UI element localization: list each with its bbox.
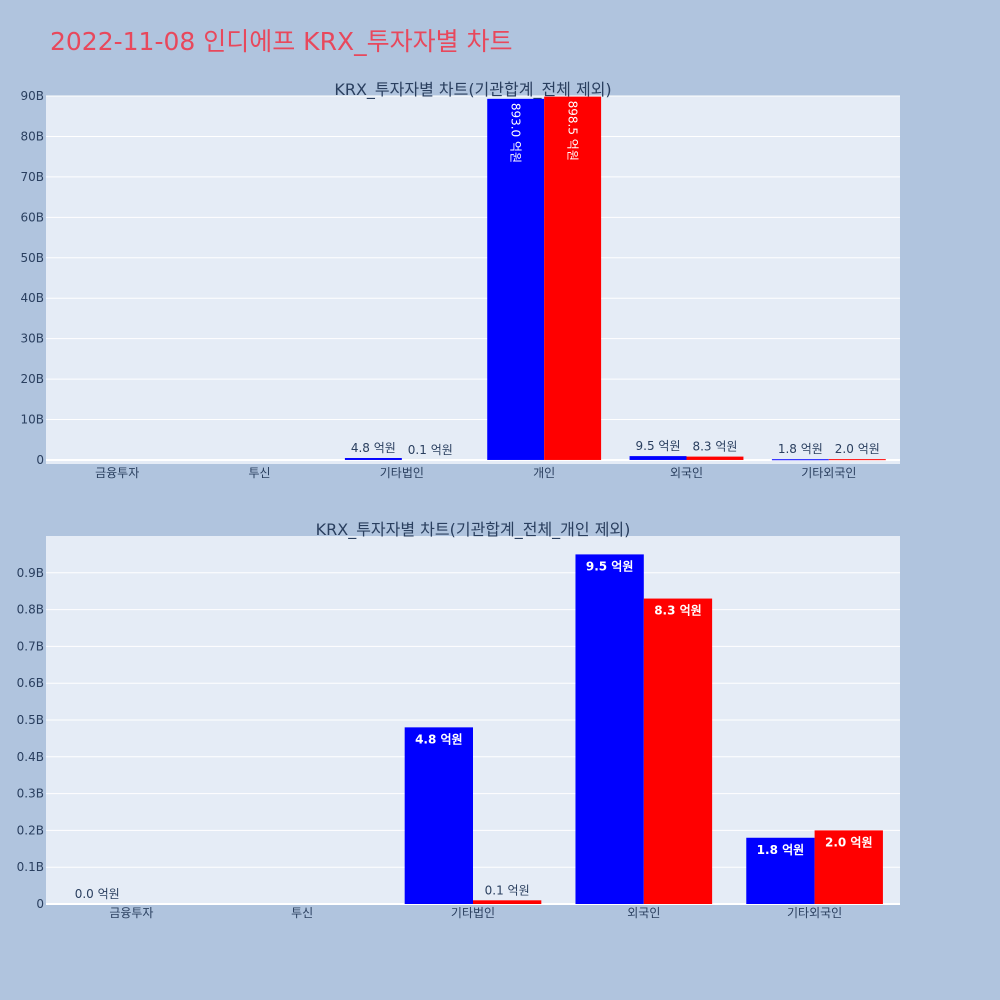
data-label: 8.3 억원 [654, 604, 702, 618]
y-tick-label: 30B [20, 332, 44, 346]
y-tick-label: 0.2B [17, 823, 44, 837]
data-label: 893.0 억원 [509, 103, 523, 163]
x-tick-label: 개인 [533, 466, 555, 480]
data-label: 8.3 억원 [692, 440, 737, 454]
x-tick-label: 금융투자 [95, 466, 139, 480]
x-tick-label: 투신 [248, 466, 270, 480]
y-tick-label: 0 [36, 453, 44, 467]
data-label: 4.8 억원 [415, 732, 463, 746]
data-label: 1.8 억원 [778, 442, 823, 456]
bar [473, 900, 542, 904]
y-tick-label: 0.1B [17, 860, 44, 874]
page-title: 2022-11-08 인디에프 KRX_투자자별 차트 [50, 27, 513, 56]
plot-area [46, 96, 900, 464]
y-tick-label: 70B [20, 170, 44, 184]
bar [643, 598, 713, 904]
x-tick-label: 기타외국인 [787, 906, 842, 920]
bar [746, 837, 815, 904]
data-label: 9.5 억원 [636, 439, 681, 453]
x-tick-label: 금융투자 [109, 906, 153, 920]
y-tick-label: 0.7B [17, 639, 44, 653]
bar [544, 96, 602, 460]
bar [814, 830, 883, 904]
y-tick-label: 60B [20, 210, 44, 224]
bar [404, 727, 473, 904]
x-tick-label: 외국인 [670, 466, 703, 480]
y-tick-label: 90B [20, 89, 44, 103]
data-label: 2.0 억원 [835, 442, 880, 456]
data-label: 4.8 억원 [351, 441, 396, 455]
y-tick-label: 0.8B [17, 603, 44, 617]
data-label: 0.1 억원 [408, 443, 453, 457]
x-tick-label: 투신 [291, 906, 313, 920]
bar [686, 456, 744, 460]
data-label: 2.0 억원 [825, 835, 873, 849]
chart-title: KRX_투자자별 차트(기관합계_전체_개인 제외) [316, 520, 631, 540]
data-label: 0.0 억원 [75, 887, 120, 901]
y-tick-label: 0.6B [17, 676, 44, 690]
y-tick-label: 0.9B [17, 566, 44, 580]
data-label: 898.5 억원 [566, 101, 580, 161]
x-tick-label: 기타법인 [451, 906, 495, 920]
bar [771, 459, 829, 461]
x-tick-label: 기타법인 [380, 466, 424, 480]
bar [629, 456, 687, 460]
chart-title: KRX_투자자별 차트(기관합계_전체 제외) [334, 80, 611, 100]
data-label: 0.1 억원 [485, 883, 530, 897]
y-tick-label: 0.3B [17, 787, 44, 801]
y-tick-label: 40B [20, 291, 44, 305]
data-label: 1.8 억원 [757, 843, 805, 857]
bar [828, 459, 886, 461]
y-tick-label: 20B [20, 372, 44, 386]
bar [344, 458, 402, 460]
bar [487, 98, 545, 460]
x-tick-label: 기타외국인 [801, 466, 856, 480]
y-tick-label: 10B [20, 413, 44, 427]
bar [575, 554, 644, 904]
y-tick-label: 50B [20, 251, 44, 265]
data-label: 9.5 억원 [586, 559, 634, 573]
y-tick-label: 0.4B [17, 750, 44, 764]
y-tick-label: 0.5B [17, 713, 44, 727]
chart-2: 0 0.1B 0.2B 0.3B 0.4B 0.5B 0.6B 0.7B 0.8B 0.9B KRX… [17, 520, 900, 920]
y-tick-label: 0 [36, 897, 44, 911]
x-tick-label: 외국인 [627, 906, 660, 920]
chart-1: 0 10B 20B 30B 40B 50B 60B 70B 80B 90B KRX_투자자별 차트(… [20, 80, 900, 480]
y-tick-label: 80B [20, 129, 44, 143]
